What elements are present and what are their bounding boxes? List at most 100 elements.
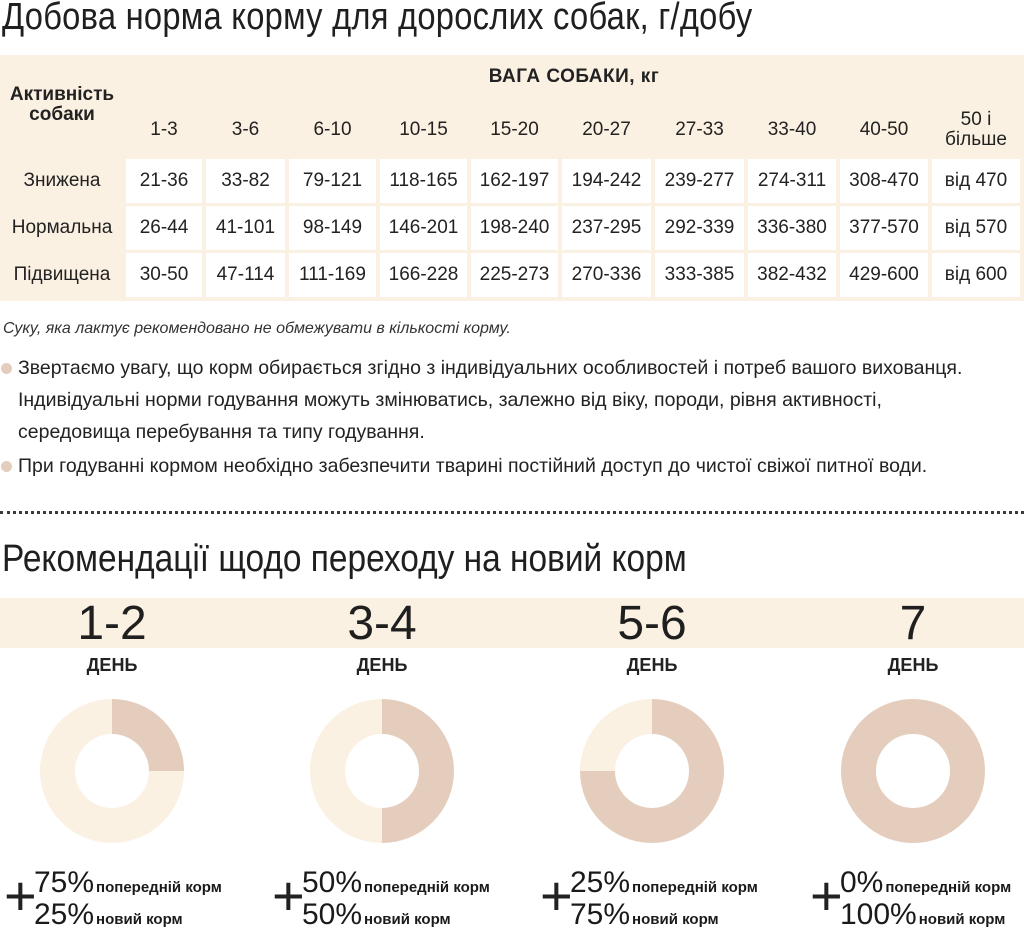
table-cell: 30-50: [126, 253, 202, 297]
old-food-label: попередній корм: [885, 879, 1012, 896]
weight-range-header: 33-40: [767, 119, 817, 140]
day-label: ДЕНЬ: [86, 655, 138, 675]
table-cell: 21-36: [126, 159, 202, 203]
table-cell: 308-470: [840, 159, 928, 203]
new-food-slice: [841, 699, 985, 843]
old-food-label: попередній корм: [364, 879, 490, 896]
weight-range-header: 50 і більше: [945, 109, 1007, 150]
new-food-label: новий корм: [632, 911, 719, 928]
table-cell: 336-380: [748, 206, 836, 250]
old-food-percent: 75%: [34, 866, 95, 899]
table-cell: 98-149: [289, 206, 376, 250]
old-food-percent: 0%: [840, 866, 884, 899]
table-cell: 26-44: [126, 206, 202, 250]
weight-range-header: 27-33: [675, 119, 724, 140]
new-food-label: новий корм: [364, 911, 451, 928]
old-food-percent: 25%: [570, 866, 631, 899]
new-food-slice: [580, 699, 724, 843]
new-food-line: 75% новий корм: [570, 900, 719, 930]
table-cell: 41-101: [206, 206, 285, 250]
table-cell: 166-228: [380, 253, 467, 297]
table-cell: 382-432: [748, 253, 836, 297]
table-cell: 79-121: [289, 159, 376, 203]
weight-range-header: 40-50: [859, 119, 909, 140]
daily-norm-title: Добова норма корму для дорослих собак, г…: [2, 0, 753, 38]
old-food-label: попередній корм: [632, 879, 758, 896]
days-band: [0, 598, 1024, 648]
old-food-slice: [310, 699, 382, 843]
weight-range-header: 3-6: [231, 119, 260, 140]
old-food-line: 25% попередній корм: [570, 868, 758, 898]
dotted-divider: [0, 511, 1024, 514]
bullet-item-water: При годуванні кормом необхідно забезпечи…: [1, 450, 1024, 482]
food-mix-donut: [580, 699, 724, 843]
old-food-line: 50% попередній корм: [302, 868, 490, 898]
table-cell: 146-201: [380, 206, 467, 250]
table-cell: 47-114: [206, 253, 285, 297]
day-range: 7: [899, 597, 927, 650]
weight-header: ВАГА СОБАКИ, кг: [488, 66, 660, 87]
table-cell: 118-165: [380, 159, 467, 203]
new-food-label: новий корм: [96, 911, 183, 928]
table-cell: 270-336: [562, 253, 651, 297]
bullet-dot-icon: [1, 461, 12, 472]
bullet-text: При годуванні кормом необхідно забезпечи…: [18, 455, 928, 477]
feeding-table: Активність собаки ВАГА СОБАКИ, кг 1-3 3-6 6-…: [0, 55, 1024, 301]
activity-label: Підвищена: [13, 264, 111, 285]
food-mix-legend: +25% попередній корм 75% новий корм: [540, 864, 758, 930]
table-cell: 237-295: [562, 206, 651, 250]
plus-icon: +: [540, 864, 573, 927]
old-food-percent: 50%: [302, 866, 363, 899]
bullet-dot-icon: [1, 363, 12, 374]
bullet-item-individual: Звертаємо увагу, що корм обирається згід…: [1, 352, 998, 448]
food-mix-legend: +0% попередній корм 100% новий корм: [810, 866, 1024, 930]
weight-range-header: 10-15: [399, 119, 448, 140]
food-mix-donut: [40, 699, 184, 843]
weight-range-header: 20-27: [582, 119, 631, 140]
new-food-label: новий корм: [918, 911, 1006, 928]
activity-label: Знижена: [23, 170, 101, 191]
day-label: ДЕНЬ: [626, 655, 678, 675]
new-food-line: 100% новий корм: [840, 900, 1005, 930]
activity-header: Активність собаки: [9, 84, 115, 125]
old-food-line: 75% попередній корм: [34, 868, 222, 898]
food-mix-legend: +50% попередній корм 50% новий корм: [272, 864, 490, 930]
old-food-label: попередній корм: [96, 879, 222, 896]
table-cell: від 470: [932, 159, 1020, 203]
table-cell: від 570: [932, 206, 1020, 250]
transition-title: Рекомендації щодо переходу на новий корм: [2, 538, 687, 580]
food-mix-legend: +75% попередній корм 25% новий корм: [4, 864, 222, 930]
table-cell: від 600: [932, 253, 1020, 297]
table-cell: 429-600: [840, 253, 928, 297]
table-cell: 33-82: [206, 159, 285, 203]
table-cell: 239-277: [655, 159, 744, 203]
new-food-percent: 25%: [34, 898, 95, 931]
old-food-slice: [580, 699, 652, 771]
table-cell: 198-240: [471, 206, 558, 250]
new-food-percent: 100%: [840, 898, 917, 931]
old-food-line: 0% попередній корм: [840, 868, 1011, 898]
plus-icon: +: [272, 864, 305, 927]
day-label: ДЕНЬ: [356, 655, 408, 675]
day-range: 5-6: [617, 597, 687, 650]
new-food-slice: [382, 699, 454, 843]
new-food-slice: [112, 699, 184, 771]
new-food-percent: 75%: [570, 898, 631, 931]
table-cell: 225-273: [471, 253, 558, 297]
activity-label: Нормальна: [11, 217, 113, 238]
weight-range-header: 6-10: [313, 119, 352, 140]
plus-icon: +: [4, 864, 37, 927]
new-food-line: 50% новий корм: [302, 900, 451, 930]
day-label: ДЕНЬ: [887, 655, 939, 675]
table-cell: 333-385: [655, 253, 744, 297]
lactating-note: Суку, яка лактує рекомендовано не обмежу…: [3, 320, 511, 337]
food-mix-donut: [310, 699, 454, 843]
table-cell: 274-311: [748, 159, 836, 203]
table-cell: 162-197: [471, 159, 558, 203]
table-cell: 377-570: [840, 206, 928, 250]
table-cell: 194-242: [562, 159, 651, 203]
bullet-text: Звертаємо увагу, що корм обирається згід…: [18, 357, 963, 443]
new-food-line: 25% новий корм: [34, 900, 183, 930]
new-food-percent: 50%: [302, 898, 363, 931]
old-food-slice: [40, 699, 184, 843]
